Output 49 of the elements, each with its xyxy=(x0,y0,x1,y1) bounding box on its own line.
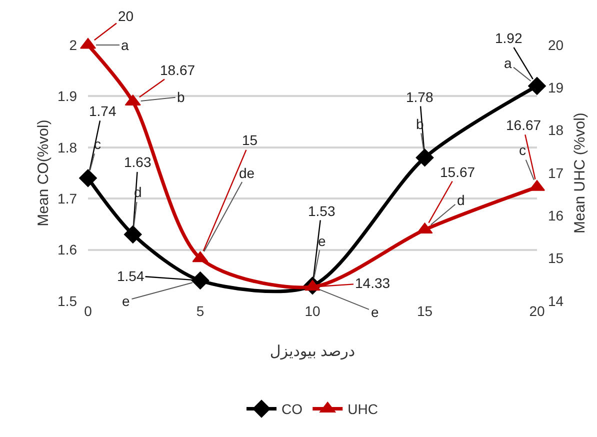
y2-tick-label: 19 xyxy=(548,80,564,96)
y-tick-label: 2 xyxy=(69,36,78,53)
data-label: 20 xyxy=(118,8,134,24)
y2-tick-label: 17 xyxy=(548,164,564,181)
x-tick-label: 15 xyxy=(416,303,433,319)
point xyxy=(416,148,434,167)
data-label: 1.74 xyxy=(89,103,116,119)
annotation: de xyxy=(239,165,255,181)
annotation: e xyxy=(318,233,326,249)
y2-axis-title: Mean UHC (%vol) xyxy=(572,112,588,234)
data-label: 1.54 xyxy=(117,268,144,284)
data-label: 1.63 xyxy=(124,154,152,170)
data-label: 15.67 xyxy=(440,164,476,180)
data-label: 18.67 xyxy=(160,62,196,78)
annotation: b xyxy=(177,89,185,105)
annotation: d xyxy=(457,192,465,208)
data-label: 1.53 xyxy=(308,203,336,219)
x-tick-label: 0 xyxy=(84,303,92,319)
y2-tick-label: 14 xyxy=(548,292,564,309)
y-axis-title: Mean CO(%vol) xyxy=(35,120,52,226)
x-tick-label: 20 xyxy=(529,303,545,319)
annotation: a xyxy=(504,55,512,71)
x-tick-label: 10 xyxy=(304,303,320,319)
y2-tick-label: 20 xyxy=(548,36,564,53)
y2-tick-label: 18 xyxy=(548,122,564,138)
x-tick-label: 5 xyxy=(196,303,204,319)
point xyxy=(191,272,210,290)
x-axis-title: درصد بیودیزل xyxy=(270,343,356,360)
annotation: a xyxy=(121,37,129,53)
data-label: 14.33 xyxy=(355,275,390,291)
y-tick-label: 1.6 xyxy=(58,242,78,258)
data-label: 16.67 xyxy=(506,117,542,133)
data-label: 15 xyxy=(242,132,258,148)
point xyxy=(124,225,142,244)
legend-label: UHC xyxy=(348,401,378,418)
point xyxy=(79,169,97,188)
legend-label: CO xyxy=(282,401,303,418)
y2-tick-label: 16 xyxy=(548,208,564,224)
data-label: 1.78 xyxy=(406,89,434,105)
annotation: c xyxy=(519,142,526,158)
annotation: e xyxy=(371,304,379,320)
annotation: e xyxy=(122,293,130,309)
y-tick-label: 1.5 xyxy=(58,292,78,309)
point xyxy=(528,77,546,95)
y-tick-label: 1.9 xyxy=(58,88,78,104)
y2-tick-label: 15 xyxy=(548,250,564,266)
y-tick-label: 1.8 xyxy=(58,139,78,156)
data-label: 1.92 xyxy=(495,30,522,46)
y-tick-label: 1.7 xyxy=(58,190,78,206)
